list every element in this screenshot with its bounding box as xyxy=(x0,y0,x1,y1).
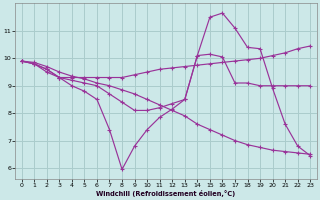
X-axis label: Windchill (Refroidissement éolien,°C): Windchill (Refroidissement éolien,°C) xyxy=(96,190,236,197)
